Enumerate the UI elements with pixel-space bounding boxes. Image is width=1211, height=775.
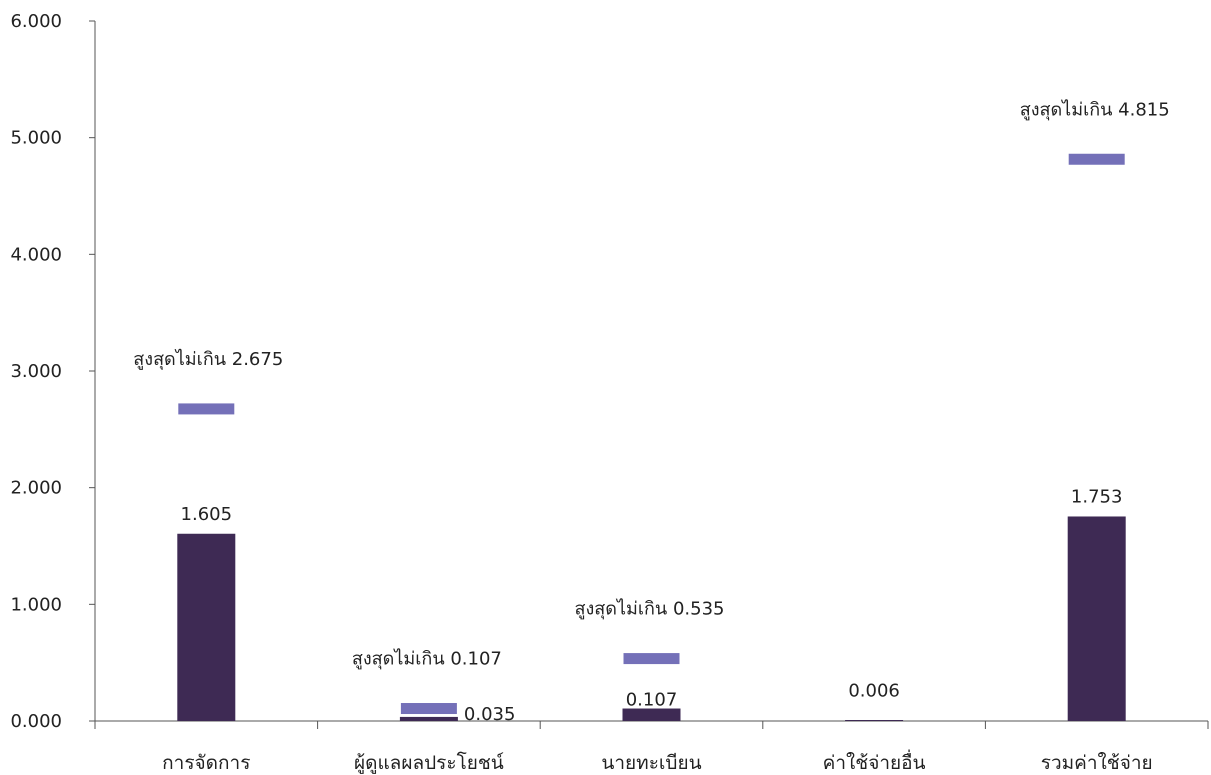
max-fee-marker (178, 403, 235, 415)
y-tick-label: 2.000 (10, 478, 62, 499)
y-tick-label: 1.000 (10, 594, 62, 615)
y-tick-label: 5.000 (10, 128, 62, 149)
y-tick-label: 0.000 (10, 711, 62, 732)
x-category-label: ผู้ดูแลผลประโยชน์ (354, 751, 504, 774)
actual-value-label: 1.753 (1071, 486, 1123, 507)
actual-fee-bar (399, 716, 458, 721)
max-fee-marker (623, 653, 680, 665)
max-value-label: สูงสุดไม่เกิน 0.107 (352, 648, 502, 670)
actual-fee-bar (177, 533, 236, 721)
x-category-label: นายทะเบียน (601, 752, 701, 774)
max-value-label: สูงสุดไม่เกิน 0.535 (575, 598, 725, 620)
actual-value-label: 0.006 (848, 680, 900, 701)
labels: การจัดการ ผู้ดูแลผลประโยชน์ นายทะเบียน ค่าใ… (133, 98, 1169, 774)
x-category-label: รวมค่าใช้จ่าย (1041, 752, 1153, 774)
x-category-label: การจัดการ (162, 752, 250, 774)
y-tick-label: 6.000 (10, 11, 62, 32)
bars (177, 153, 1126, 721)
actual-fee-bar (622, 708, 681, 721)
x-category-label: ค่าใช้จ่ายอื่น (823, 749, 926, 774)
max-value-label: สูงสุดไม่เกิน 2.675 (133, 348, 283, 370)
max-fee-marker (400, 703, 457, 715)
max-value-label: สูงสุดไม่เกิน 4.815 (1020, 98, 1170, 120)
actual-fee-bar (845, 720, 904, 721)
axes: 0.000 1.000 2.000 3.000 4.000 5.000 6.000 (10, 11, 1209, 732)
max-fee-marker (1068, 153, 1125, 165)
actual-value-label: 0.107 (626, 690, 678, 711)
y-tick-label: 3.000 (10, 361, 62, 382)
actual-value-label: 1.605 (181, 504, 233, 525)
y-tick-label: 4.000 (10, 244, 62, 265)
actual-value-label: 0.035 (464, 704, 516, 725)
actual-fee-bar (1067, 516, 1126, 721)
